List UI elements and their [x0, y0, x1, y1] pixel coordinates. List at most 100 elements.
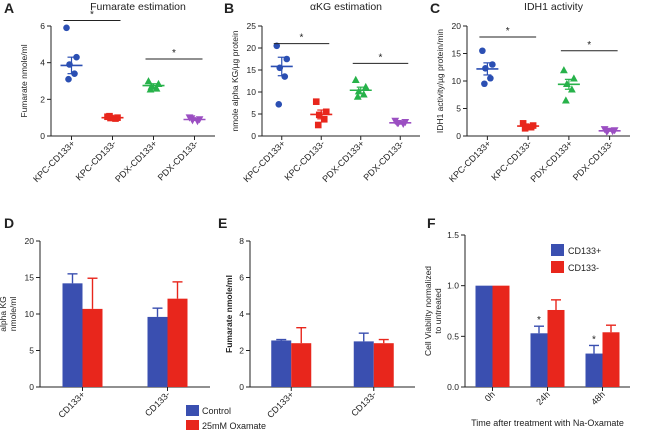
panel-label: C: [430, 0, 440, 16]
significance-star: *: [379, 52, 383, 63]
y-tick-label: 0.5: [447, 331, 459, 341]
y-axis-label: IDH1 activity/µg protein/min: [435, 29, 445, 133]
x-tick-label: PDX-CD133+: [528, 138, 574, 184]
x-tick-label: 0h: [483, 389, 497, 403]
bar: [147, 316, 168, 387]
x-tick-label: PDX-CD133+: [320, 138, 366, 184]
y-tick-label: 15: [25, 273, 35, 283]
y-tick-label: 20: [452, 21, 462, 31]
legend-cd133: CD133+ CD133-: [551, 244, 601, 273]
y-tick-label: 4: [40, 58, 45, 68]
x-tick-label: CD133-: [349, 389, 378, 418]
data-point: [312, 98, 320, 105]
panel-e: E 0 2 4 6 8 Fumarate nmole/ml CD133+ CD133-: [218, 215, 415, 420]
data-point: [481, 80, 488, 88]
legend-label: 25mM Oxamate: [202, 421, 266, 430]
bar: [271, 340, 292, 387]
panel-d: D 0 5 10 15 20 alpha KG nmole/ml CD133+ CD133-: [0, 215, 210, 420]
data-point: [144, 77, 153, 85]
bar: [547, 309, 565, 387]
x-tick-label: KPC-CD133-: [282, 138, 326, 182]
data-point: [479, 47, 486, 55]
legend-swatch: [551, 261, 564, 273]
bar: [530, 333, 548, 387]
data-point: [562, 79, 571, 88]
data-point: [487, 74, 494, 82]
panel-label: E: [218, 215, 227, 231]
legend-label: CD133+: [568, 246, 601, 256]
panel-f: F 0.0 0.5 1.0 1.5 Cell Viability normalized to…: [423, 215, 630, 428]
x-tick-label: CD133-: [143, 389, 172, 418]
y-axis-label: alpha KG: [0, 296, 8, 331]
y-tick-label: 0: [251, 131, 256, 141]
bar: [475, 285, 493, 387]
y-tick-label: 10: [247, 87, 257, 97]
data-point: [521, 125, 529, 132]
legend-swatch: [551, 244, 564, 256]
y-tick-label: 5: [456, 104, 461, 114]
y-tick-label: 4: [239, 309, 244, 319]
x-tick-label: PDX-CD133-: [361, 138, 405, 182]
data-point: [146, 85, 155, 93]
data-point: [152, 84, 161, 92]
x-tick-label: KPC-CD133-: [74, 138, 118, 182]
significance-star: *: [506, 26, 510, 37]
y-tick-label: 25: [247, 21, 257, 31]
data-point: [353, 92, 362, 100]
significance-star: *: [172, 48, 176, 59]
significance-star: *: [587, 40, 591, 51]
data-point: [73, 53, 80, 61]
y-tick-label: 10: [452, 76, 462, 86]
data-point: [361, 82, 370, 91]
bar: [602, 332, 620, 387]
bar: [585, 353, 603, 387]
x-tick-label: KPC-CD133-: [489, 138, 533, 182]
x-axis-label: Time after treatment with Na-Oxamate: [471, 418, 624, 428]
data-point: [275, 101, 283, 108]
bar: [82, 308, 103, 387]
x-tick-label: KPC-CD133+: [241, 138, 287, 184]
significance-star: *: [592, 334, 596, 345]
y-tick-label: 8: [239, 236, 244, 246]
y-tick-label: 0: [40, 131, 45, 141]
panel-title: αKG estimation: [310, 1, 382, 13]
y-tick-label: 0: [456, 131, 461, 141]
x-tick-label: 24h: [534, 389, 552, 407]
bar: [167, 298, 188, 387]
x-tick-label: CD133+: [56, 389, 87, 420]
panel-label: D: [4, 215, 14, 231]
y-tick-label: 6: [40, 21, 45, 31]
bar: [353, 341, 374, 387]
y-tick-label: 5: [29, 346, 34, 356]
y-tick-label: 6: [239, 273, 244, 283]
data-point: [281, 73, 289, 80]
significance-star: *: [90, 10, 94, 21]
bar: [492, 285, 510, 387]
legend-swatch: [186, 420, 199, 430]
data-point: [65, 75, 72, 83]
panel-label: A: [4, 0, 14, 16]
y-axis-label: nmole/ml: [8, 297, 18, 332]
y-tick-label: 15: [452, 49, 462, 59]
legend-label: CD133-: [568, 263, 599, 273]
y-tick-label: 1.5: [447, 230, 459, 240]
y-tick-label: 0: [239, 382, 244, 392]
bar: [373, 343, 394, 387]
data-point: [322, 108, 330, 116]
y-tick-label: 0: [29, 382, 34, 392]
y-tick-label: 20: [25, 236, 35, 246]
panel-title: Fumarate estimation: [90, 1, 186, 13]
x-tick-label: PDX-CD133+: [113, 138, 159, 184]
data-point: [351, 75, 360, 83]
panel-c: C IDH1 activity 0 5 10 15 20 IDH1 activity/µg p…: [430, 0, 630, 184]
y-tick-label: 1.0: [447, 281, 459, 291]
y-axis-label: Cell Viability normalized: [423, 266, 433, 356]
panel-title: IDH1 activity: [524, 1, 584, 13]
data-point: [559, 66, 568, 74]
y-axis-label: Fumarate nmole/ml: [19, 44, 29, 117]
x-tick-label: PDX-CD133-: [571, 138, 615, 182]
y-tick-label: 5: [251, 109, 256, 119]
data-point: [314, 121, 322, 129]
